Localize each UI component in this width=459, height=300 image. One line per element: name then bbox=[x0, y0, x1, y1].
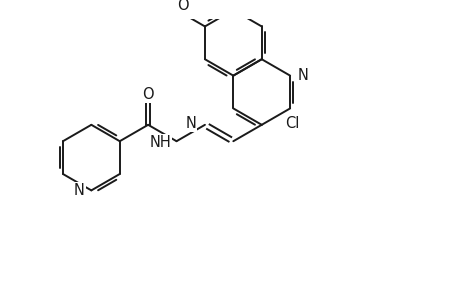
Text: O: O bbox=[142, 87, 154, 102]
Text: N: N bbox=[297, 68, 308, 83]
Text: N: N bbox=[185, 116, 196, 131]
Text: N: N bbox=[74, 183, 84, 198]
Text: Cl: Cl bbox=[284, 116, 298, 131]
Text: O: O bbox=[176, 0, 188, 13]
Text: NH: NH bbox=[149, 135, 171, 150]
